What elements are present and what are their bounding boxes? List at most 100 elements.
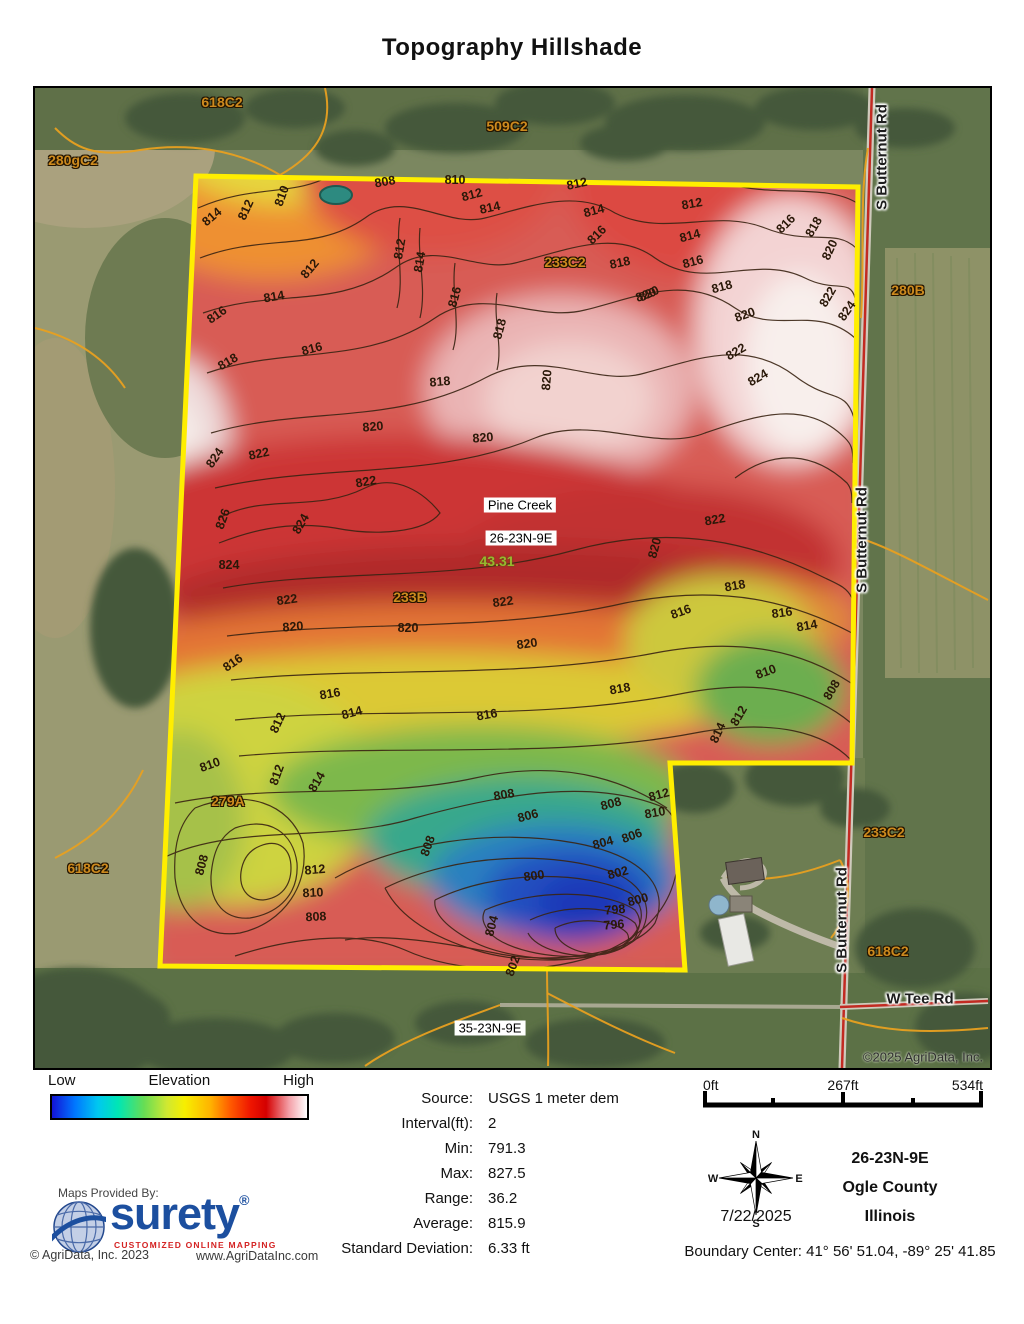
page-title: Topography Hillshade — [381, 34, 643, 61]
soil-code-label: 618C2 — [67, 860, 109, 876]
stat-value: 827.5 — [488, 1165, 526, 1182]
contour-elevation-label: 814 — [340, 703, 364, 723]
soil-code-label: 280B — [891, 282, 925, 298]
contour-elevation-label: 820 — [732, 304, 758, 325]
stat-label: Source: — [421, 1090, 473, 1107]
contour-elevation-label: 824 — [218, 557, 240, 572]
contour-elevation-label: 812 — [303, 861, 326, 878]
contour-elevation-label: 806 — [619, 825, 645, 846]
stat-label: Average: — [413, 1215, 473, 1232]
contour-elevation-label: 820 — [645, 536, 665, 560]
contour-elevation-label: 816 — [681, 252, 705, 272]
contour-elevation-label: 816 — [204, 303, 230, 327]
contour-elevation-label: 800 — [522, 867, 546, 885]
stat-row-min: Min: 791.3 — [300, 1136, 619, 1161]
location-block: 26-23N-9E Ogle County Illinois — [810, 1144, 970, 1231]
contour-elevation-label: 820 — [471, 429, 494, 446]
contour-elevation-label: 820 — [819, 237, 841, 263]
area-value-label: 43.31 — [479, 553, 515, 569]
contour-elevation-label: 812 — [647, 785, 671, 805]
legend-title: Elevation — [148, 1072, 211, 1089]
stat-row-average: Average: 815.9 — [300, 1211, 619, 1236]
contour-elevation-label: 812 — [460, 185, 484, 205]
contour-elevation-label: 824 — [835, 298, 859, 324]
place-label: Pine Creek — [483, 497, 557, 513]
contour-elevation-label: 818 — [428, 373, 451, 390]
contour-elevation-label: 816 — [770, 604, 794, 622]
soil-code-label: 618C2 — [867, 943, 909, 959]
contour-elevation-label: 808 — [820, 677, 844, 703]
contour-elevation-label: 800 — [626, 890, 650, 910]
contour-elevation-label: 810 — [271, 183, 292, 209]
contour-elevation-label: 822 — [247, 444, 271, 463]
compass-south-label: S — [752, 1218, 759, 1230]
contour-elevation-label: 822 — [723, 340, 749, 364]
contour-elevation-label: 806 — [516, 806, 540, 826]
soil-code-label: 233B — [393, 589, 427, 605]
contour-elevation-label: 814 — [305, 769, 329, 795]
contour-elevation-label: 814 — [678, 226, 702, 246]
contour-elevation-label: 826 — [212, 506, 233, 532]
contour-elevation-label: 820 — [633, 284, 659, 305]
stat-label: Max: — [440, 1165, 473, 1182]
contour-elevation-label: 812 — [235, 197, 257, 223]
contour-elevation-label: 810 — [643, 804, 667, 822]
soil-code-label: 233C2 — [544, 254, 586, 270]
contour-elevation-label: 824 — [203, 445, 227, 471]
legend-high-label: High — [283, 1072, 314, 1089]
contour-elevation-label: 816 — [300, 339, 324, 359]
contour-elevation-label: 822 — [703, 511, 727, 529]
compass-north-label: N — [752, 1129, 760, 1141]
elevation-gradient-bar — [50, 1094, 309, 1120]
stat-row-interval: Interval(ft): 2 — [300, 1111, 619, 1136]
contour-elevation-label: 822 — [491, 593, 515, 611]
contour-elevation-label: 816 — [318, 685, 342, 703]
contour-elevation-label: 822 — [275, 591, 299, 609]
contour-elevation-label: 816 — [220, 651, 246, 675]
contour-elevation-label: 796 — [602, 916, 625, 933]
scale-max-label: 534ft — [952, 1078, 983, 1093]
boundary-center-coordinates: Boundary Center: 41° 56' 51.04, -89° 25'… — [684, 1243, 996, 1260]
legend-low-label: Low — [48, 1072, 76, 1089]
contour-elevation-label: 814 — [707, 720, 729, 746]
contour-elevation-label: 820 — [515, 635, 539, 653]
contour-elevation-label: 824 — [289, 511, 313, 537]
contour-elevation-label: 818 — [608, 680, 632, 698]
contour-elevation-label: 812 — [565, 174, 589, 193]
round-pool — [708, 894, 730, 916]
contour-elevation-label: 820 — [397, 620, 419, 635]
road-name-label: S Butternut Rd — [833, 867, 851, 973]
contour-elevation-label: 808 — [417, 833, 438, 859]
surety-tagline: CUSTOMIZED ONLINE MAPPING — [114, 1240, 277, 1250]
globe-icon — [52, 1201, 106, 1253]
road-name-label: S Butternut Rd — [853, 487, 871, 593]
farmstead — [708, 857, 846, 967]
state-label: Illinois — [864, 1208, 916, 1225]
compass-star — [718, 1140, 794, 1216]
contour-elevation-label: 808 — [305, 909, 327, 925]
compass-east-label: E — [795, 1173, 802, 1185]
stat-label: Standard Deviation: — [341, 1240, 473, 1257]
contour-elevation-label: 818 — [802, 214, 826, 240]
compass-rose: N S E W — [708, 1126, 804, 1235]
contour-elevation-label: 812 — [391, 237, 409, 261]
stat-row-source: Source: USGS 1 meter dem — [300, 1086, 619, 1111]
surety-logo: surety® CUSTOMIZED ONLINE MAPPING — [52, 1188, 322, 1253]
contour-elevation-label: 820 — [361, 418, 384, 435]
stat-label: Range: — [424, 1190, 473, 1207]
contour-elevation-label: 804 — [482, 914, 502, 938]
contour-elevation-label: 824 — [745, 366, 771, 390]
shed — [729, 895, 753, 913]
stat-label: Min: — [444, 1140, 473, 1157]
map-copyright: ©2025 AgriData, Inc. — [862, 1049, 984, 1065]
contour-elevation-label: 816 — [445, 285, 465, 309]
contour-elevation-label: 812 — [267, 710, 289, 736]
elevation-legend-labels: Low Elevation High — [48, 1072, 314, 1089]
county-label: Ogle County — [842, 1179, 938, 1196]
house — [725, 857, 765, 885]
contour-elevation-label: 822 — [354, 473, 378, 491]
contour-elevation-label: 820 — [538, 368, 555, 391]
stat-value: 2 — [488, 1115, 497, 1132]
contour-elevation-label: 812 — [297, 256, 322, 282]
